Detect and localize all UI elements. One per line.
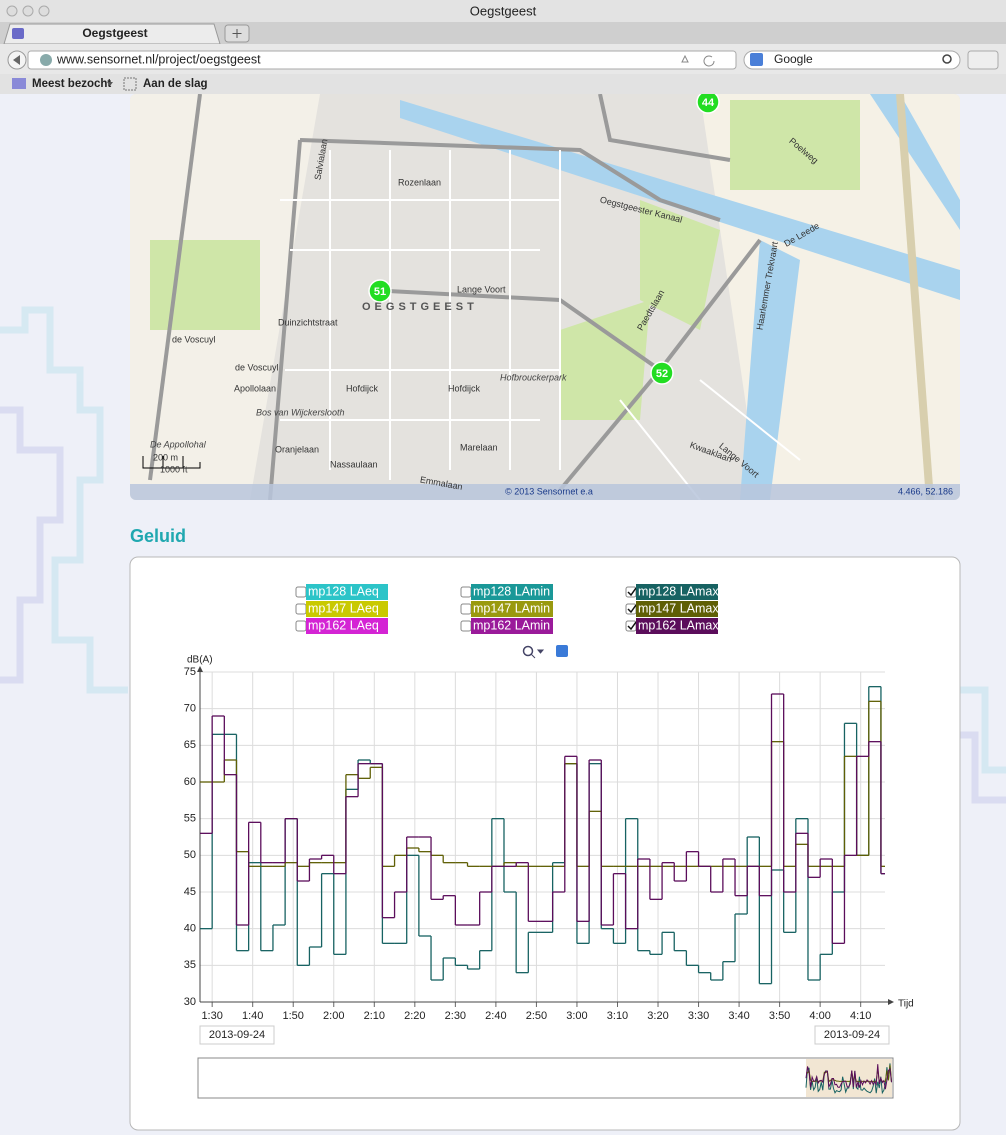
map-label: Hofbrouckerpark (500, 372, 567, 382)
legend-checkbox[interactable] (296, 604, 306, 614)
map-label: Marelaan (460, 442, 498, 452)
page: Oegstgeest Oegstgeest www.sensornet.nl/p… (0, 0, 1006, 1135)
zoom-button[interactable] (39, 6, 49, 16)
legend-checkbox[interactable] (461, 604, 471, 614)
legend-label: mp147 LAmin (473, 601, 550, 615)
x-tick-label: 3:50 (769, 1010, 790, 1022)
scale-label: 200 m (153, 452, 178, 462)
map-label: Lange Voort (457, 284, 506, 294)
minimize-button[interactable] (23, 6, 33, 16)
x-tick-label: 4:00 (809, 1010, 830, 1022)
x-tick-label: 2:00 (323, 1010, 344, 1022)
x-tick-label: 1:40 (242, 1010, 263, 1022)
y-tick-label: 65 (184, 739, 196, 751)
map[interactable]: © 2013 Sensornet e.a 4.466, 52.186 200 m… (130, 91, 960, 500)
legend-checkbox[interactable] (296, 621, 306, 631)
map-label: Rozenlaan (398, 177, 441, 187)
window-title: Oegstgeest (470, 3, 537, 18)
legend-checkbox[interactable] (296, 587, 306, 597)
y-tick-label: 45 (184, 886, 196, 898)
y-axis-label: dB(A) (187, 655, 213, 666)
y-tick-label: 50 (184, 849, 196, 861)
y-tick-label: 35 (184, 959, 196, 971)
legend-checkbox[interactable] (461, 587, 471, 597)
bookmark[interactable]: Aan de slag (143, 78, 208, 90)
x-tick-label: 3:30 (688, 1010, 709, 1022)
x-tick-label: 2:40 (485, 1010, 506, 1022)
y-tick-label: 30 (184, 996, 196, 1008)
x-tick-label: 3:00 (566, 1010, 587, 1022)
x-tick-label: 3:40 (728, 1010, 749, 1022)
x-tick-label: 2:10 (364, 1010, 385, 1022)
tab-title: Oegstgeest (82, 26, 147, 40)
url: www.sensornet.nl/project/oegstgeest (56, 52, 261, 66)
addon-button[interactable] (968, 51, 998, 69)
map-label: Nassaulaan (330, 459, 378, 469)
x-tick-label: 1:30 (201, 1010, 222, 1022)
map-label: Bos van Wijckerslooth (256, 407, 344, 417)
x-tick-label: 2:50 (526, 1010, 547, 1022)
legend-label: mp162 LAmin (473, 618, 550, 632)
y-tick-label: 75 (184, 666, 196, 678)
map-label: de Voscuyl (172, 334, 216, 344)
legend-label: mp147 LAmax (638, 601, 719, 615)
navigator[interactable] (198, 1058, 893, 1098)
help-icon[interactable] (556, 645, 568, 657)
legend-label: mp128 LAmax (638, 584, 719, 598)
marker-label: 52 (656, 368, 668, 380)
x-tick-label: 3:10 (607, 1010, 628, 1022)
y-tick-label: 70 (184, 703, 196, 715)
legend-label: mp128 LAeq (308, 584, 379, 598)
y-tick-label: 60 (184, 776, 196, 788)
site-icon (40, 54, 52, 66)
x-tick-label: 4:10 (850, 1010, 871, 1022)
y-tick-label: 55 (184, 813, 196, 825)
favicon (12, 28, 24, 39)
date-end: 2013-09-24 (824, 1029, 880, 1041)
map-label: Duinzichtstraat (278, 317, 338, 327)
map-label: de Voscuyl (235, 362, 279, 372)
y-tick-label: 40 (184, 923, 196, 935)
map-label: Apollolaan (234, 383, 276, 393)
map-label: Oranjelaan (275, 444, 319, 454)
legend-label: mp162 LAmax (638, 618, 719, 632)
x-tick-label: 2:30 (445, 1010, 466, 1022)
x-tick-label: 3:20 (647, 1010, 668, 1022)
bookmark-icon (12, 78, 26, 89)
map-attribution[interactable]: © 2013 Sensornet e.a (505, 486, 593, 496)
map-label: Hofdijck (448, 383, 481, 393)
legend-checkbox[interactable] (461, 621, 471, 631)
search-engine-icon (750, 53, 763, 66)
marker-label: 44 (702, 97, 715, 109)
legend-label: mp128 LAmin (473, 584, 550, 598)
bookmark[interactable]: Meest bezocht (32, 78, 111, 90)
map-label: Hofdijck (346, 383, 379, 393)
map-label: De Appollohal (150, 439, 207, 449)
scale-label: 1000 ft (160, 464, 188, 474)
browser-window: Oegstgeest Oegstgeest www.sensornet.nl/p… (0, 0, 1006, 1135)
legend-label: mp147 LAeq (308, 601, 379, 615)
x-tick-label: 1:50 (283, 1010, 304, 1022)
close-button[interactable] (7, 6, 17, 16)
marker-label: 51 (374, 286, 386, 298)
section-title: Geluid (130, 526, 186, 546)
legend-label: mp162 LAeq (308, 618, 379, 632)
map-coordinates: 4.466, 52.186 (898, 486, 953, 496)
date-start: 2013-09-24 (209, 1029, 265, 1041)
x-tick-label: 2:20 (404, 1010, 425, 1022)
search-engine: Google (774, 52, 813, 66)
x-axis-label: Tijd (898, 999, 914, 1010)
